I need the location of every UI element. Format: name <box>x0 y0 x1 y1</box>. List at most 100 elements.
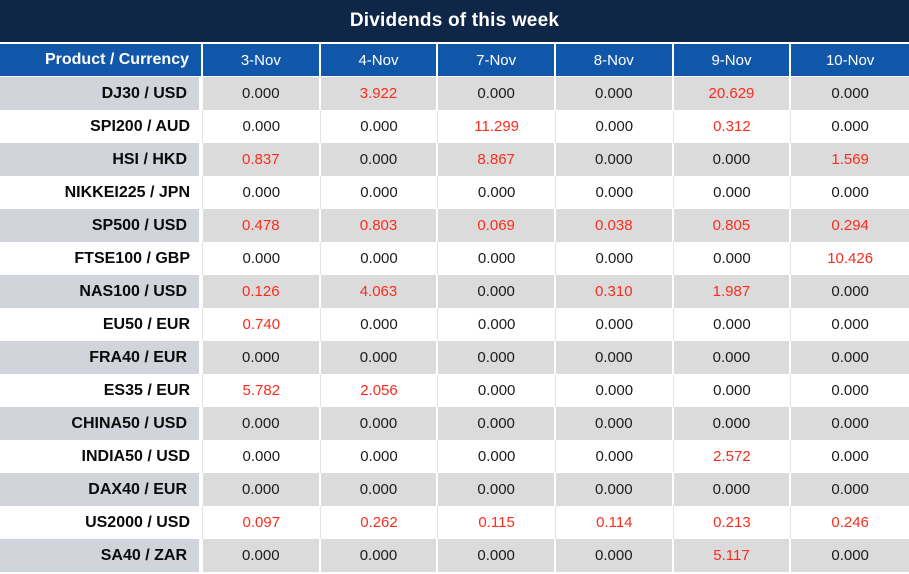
dividend-value: 0.000 <box>673 308 792 341</box>
dividend-value: 0.000 <box>791 539 909 572</box>
table-row: FTSE100 / GBP 0.000 0.000 0.000 0.000 0.000 10… <box>0 242 909 275</box>
dividend-value: 0.126 <box>203 275 321 308</box>
table-row: NIKKEI225 / JPN 0.000 0.000 0.000 0.000 0.000… <box>0 176 909 209</box>
column-header-8-nov: 8-Nov <box>555 44 674 77</box>
table-row: SP500 / USD 0.478 0.803 0.069 0.038 0.805 0.29… <box>0 209 909 242</box>
dividend-value: 0.246 <box>791 506 909 539</box>
dividend-value: 0.000 <box>438 308 556 341</box>
dividend-value: 4.063 <box>320 275 439 308</box>
column-header-4-nov: 4-Nov <box>320 44 439 77</box>
column-header-product-currency: Product / Currency <box>0 44 203 77</box>
dividend-value: 0.805 <box>673 209 792 242</box>
dividend-value: 0.000 <box>791 176 909 209</box>
dividend-value: 0.000 <box>203 473 321 506</box>
table-row: EU50 / EUR 0.740 0.000 0.000 0.000 0.000 0.000 <box>0 308 909 341</box>
product-label: FRA40 / EUR <box>0 341 203 374</box>
table-row: SPI200 / AUD 0.000 0.000 11.299 0.000 0.312 0.… <box>0 110 909 143</box>
dividend-value: 0.740 <box>203 308 321 341</box>
dividend-value: 0.262 <box>320 506 439 539</box>
dividend-value: 10.426 <box>791 242 909 275</box>
dividend-value: 20.629 <box>673 77 792 110</box>
dividend-value: 0.000 <box>438 242 556 275</box>
dividend-value: 0.803 <box>320 209 439 242</box>
product-label: NAS100 / USD <box>0 275 203 308</box>
dividend-value: 0.000 <box>438 407 556 440</box>
dividend-value: 0.000 <box>203 242 321 275</box>
dividend-value: 0.000 <box>320 308 439 341</box>
dividend-value: 0.000 <box>320 539 439 572</box>
dividend-value: 0.000 <box>438 440 556 473</box>
dividend-value: 0.000 <box>555 407 674 440</box>
dividend-value: 0.000 <box>791 341 909 374</box>
dividend-value: 0.000 <box>791 275 909 308</box>
dividend-value: 0.000 <box>320 407 439 440</box>
product-label: SA40 / ZAR <box>0 539 203 572</box>
dividend-value: 0.000 <box>791 77 909 110</box>
dividend-value: 8.867 <box>438 143 556 176</box>
product-label: US2000 / USD <box>0 506 203 539</box>
column-header-10-nov: 10-Nov <box>791 44 909 77</box>
dividend-value: 0.294 <box>791 209 909 242</box>
table-body: DJ30 / USD 0.000 3.922 0.000 0.000 20.629 0.00… <box>0 77 909 572</box>
dividend-value: 0.000 <box>555 539 674 572</box>
dividend-value: 0.000 <box>438 341 556 374</box>
table-row: NAS100 / USD 0.126 4.063 0.000 0.310 1.987 0.0… <box>0 275 909 308</box>
dividend-value: 0.000 <box>555 473 674 506</box>
dividend-value: 0.310 <box>555 275 674 308</box>
dividend-value: 0.312 <box>673 110 792 143</box>
dividend-value: 0.000 <box>203 440 321 473</box>
dividend-value: 0.038 <box>555 209 674 242</box>
dividend-value: 0.000 <box>791 440 909 473</box>
table-title: Dividends of this week <box>0 0 909 44</box>
table-row: FRA40 / EUR 0.000 0.000 0.000 0.000 0.000 0.00… <box>0 341 909 374</box>
dividend-value: 5.782 <box>203 374 321 407</box>
dividend-value: 0.000 <box>438 374 556 407</box>
dividend-value: 0.000 <box>555 176 674 209</box>
column-header-9-nov: 9-Nov <box>673 44 792 77</box>
dividend-value: 0.069 <box>438 209 556 242</box>
dividend-value: 0.000 <box>203 77 321 110</box>
dividend-value: 0.000 <box>438 539 556 572</box>
table-row: DJ30 / USD 0.000 3.922 0.000 0.000 20.629 0.00… <box>0 77 909 110</box>
product-label: DAX40 / EUR <box>0 473 203 506</box>
dividend-value: 0.000 <box>791 110 909 143</box>
dividend-value: 3.922 <box>320 77 439 110</box>
column-header-3-nov: 3-Nov <box>203 44 321 77</box>
dividend-value: 0.000 <box>555 308 674 341</box>
dividend-value: 0.000 <box>791 407 909 440</box>
table-row: SA40 / ZAR 0.000 0.000 0.000 0.000 5.117 0.000 <box>0 539 909 572</box>
dividend-value: 0.000 <box>203 341 321 374</box>
product-label: EU50 / EUR <box>0 308 203 341</box>
dividend-value: 0.000 <box>791 308 909 341</box>
table-row: DAX40 / EUR 0.000 0.000 0.000 0.000 0.000 0.00… <box>0 473 909 506</box>
dividend-value: 11.299 <box>438 110 556 143</box>
dividend-value: 0.213 <box>673 506 792 539</box>
product-label: SP500 / USD <box>0 209 203 242</box>
table-row: INDIA50 / USD 0.000 0.000 0.000 0.000 2.572 0.… <box>0 440 909 473</box>
dividend-value: 2.056 <box>320 374 439 407</box>
dividend-value: 5.117 <box>673 539 792 572</box>
dividend-value: 0.478 <box>203 209 321 242</box>
dividend-value: 0.115 <box>438 506 556 539</box>
dividend-value: 0.000 <box>203 539 321 572</box>
dividend-value: 0.097 <box>203 506 321 539</box>
product-label: ES35 / EUR <box>0 374 203 407</box>
dividend-value: 0.000 <box>555 110 674 143</box>
dividends-table: Product / Currency 3-Nov 4-Nov 7-Nov 8-Nov 9… <box>0 44 909 572</box>
table-row: US2000 / USD 0.097 0.262 0.115 0.114 0.213 0.2… <box>0 506 909 539</box>
dividend-value: 0.000 <box>791 374 909 407</box>
dividend-value: 0.000 <box>320 143 439 176</box>
header-row: Product / Currency 3-Nov 4-Nov 7-Nov 8-Nov 9… <box>0 44 909 77</box>
table-row: CHINA50 / USD 0.000 0.000 0.000 0.000 0.000 0.… <box>0 407 909 440</box>
dividend-value: 0.000 <box>320 341 439 374</box>
dividend-value: 0.000 <box>438 275 556 308</box>
dividend-value: 0.000 <box>791 473 909 506</box>
product-label: INDIA50 / USD <box>0 440 203 473</box>
dividend-value: 0.000 <box>555 77 674 110</box>
dividend-value: 2.572 <box>673 440 792 473</box>
dividend-value: 0.000 <box>438 77 556 110</box>
product-label: FTSE100 / GBP <box>0 242 203 275</box>
dividend-value: 0.000 <box>673 341 792 374</box>
dividend-value: 0.000 <box>673 143 792 176</box>
